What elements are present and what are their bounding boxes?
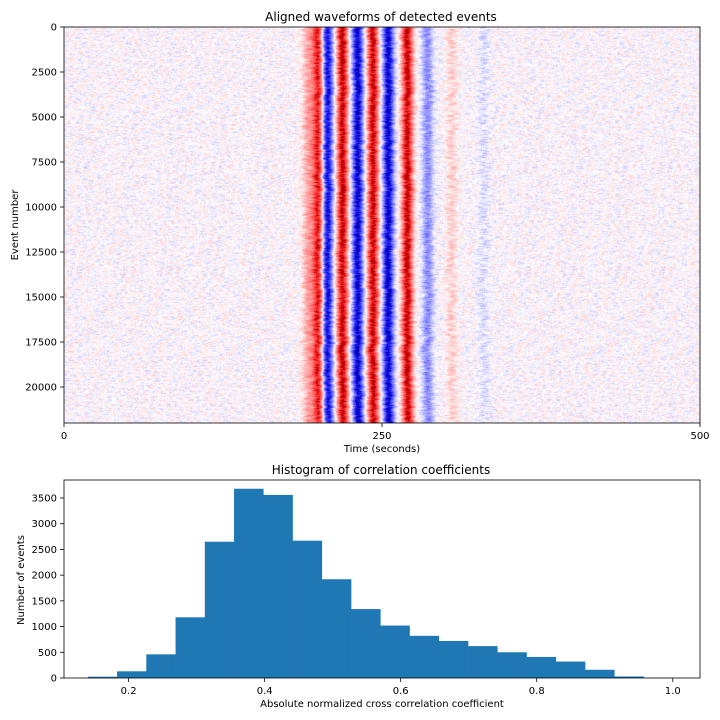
heatmap-y-tick-label: 0 xyxy=(51,23,57,34)
histogram-y-tick-label: 1000 xyxy=(32,622,57,633)
histogram-bars xyxy=(87,488,674,678)
heatmap-title: Aligned waveforms of detected events xyxy=(265,10,497,24)
heatmap-x-axis: 0 250 500 xyxy=(61,423,710,442)
heatmap-y-tick-label: 10000 xyxy=(25,203,57,214)
histogram-bar xyxy=(87,676,118,678)
histogram-y-tick-label: 3500 xyxy=(32,494,57,505)
histogram-y-tick-label: 2000 xyxy=(32,571,57,582)
histogram-x-tick-label: 0.2 xyxy=(121,686,137,697)
histogram-y-tick-label: 1500 xyxy=(32,596,57,607)
histogram-bar xyxy=(263,494,293,678)
histogram-bar xyxy=(292,540,323,678)
heatmap-y-tick-label: 7500 xyxy=(32,158,57,169)
heatmap-y-axis-label: Event number xyxy=(10,189,21,261)
histogram-x-tick-label: 0.4 xyxy=(257,686,273,697)
histogram-x-axis-label: Absolute normalized cross correlation co… xyxy=(260,699,504,710)
heatmap-y-tick-label: 5000 xyxy=(32,113,57,124)
histogram-frame xyxy=(63,479,701,679)
histogram-title: Histogram of correlation coefficients xyxy=(272,463,490,477)
heatmap-y-tick-label: 12500 xyxy=(25,248,57,259)
histogram-bar xyxy=(497,652,527,678)
histogram-y-tick-label: 2500 xyxy=(32,545,57,556)
heatmap-x-axis-label: Time (seconds) xyxy=(343,444,420,455)
histogram-bar xyxy=(175,617,206,678)
heatmap-y-axis: 0 2500 5000 7500 10000 12500 15000 17500 20000 xyxy=(25,23,64,394)
histogram-bar xyxy=(117,671,147,678)
histogram-bar xyxy=(585,669,615,678)
heatmap-y-tick-label: 20000 xyxy=(25,383,57,394)
histogram-bar xyxy=(526,656,557,678)
histogram-y-tick-label: 500 xyxy=(38,648,57,659)
heatmap-x-tick-label: 500 xyxy=(690,431,709,442)
histogram-bar xyxy=(438,640,469,678)
heatmap-x-tick-label: 250 xyxy=(372,431,391,442)
histogram-bar xyxy=(555,661,586,678)
heatmap-y-tick-label: 17500 xyxy=(25,338,57,349)
histogram-bar xyxy=(234,488,264,678)
waveform-heatmap-panel: Aligned waveforms of detected events 0 25… xyxy=(10,10,710,455)
histogram-bar xyxy=(614,676,644,678)
histogram-bar xyxy=(468,646,498,678)
histogram-x-axis: 0.2 0.4 0.6 0.8 1.0 xyxy=(121,678,681,697)
histogram-bar xyxy=(321,579,352,678)
heatmap-y-tick-label: 2500 xyxy=(32,68,57,79)
histogram-bar xyxy=(204,541,235,678)
histogram-bar xyxy=(380,625,410,678)
heatmap-y-tick-label: 15000 xyxy=(25,293,57,304)
histogram-bar xyxy=(351,609,381,678)
histogram-y-axis-label: Number of events xyxy=(16,535,27,625)
histogram-bar xyxy=(146,654,176,678)
correlation-histogram-panel: Histogram of correlation coefficients 0.… xyxy=(16,463,701,710)
histogram-x-tick-label: 1.0 xyxy=(665,686,681,697)
histogram-bar xyxy=(409,635,440,678)
histogram-y-tick-label: 3000 xyxy=(32,519,57,530)
heatmap-x-tick-label: 0 xyxy=(61,431,67,442)
histogram-y-axis: 0 500 1000 1500 2000 2500 3000 3500 xyxy=(32,494,64,685)
histogram-y-tick-label: 0 xyxy=(51,674,57,685)
histogram-x-tick-label: 0.8 xyxy=(529,686,545,697)
heatmap-raster xyxy=(64,27,700,423)
waveform-heatmap-image xyxy=(64,27,700,423)
histogram-x-tick-label: 0.6 xyxy=(393,686,409,697)
